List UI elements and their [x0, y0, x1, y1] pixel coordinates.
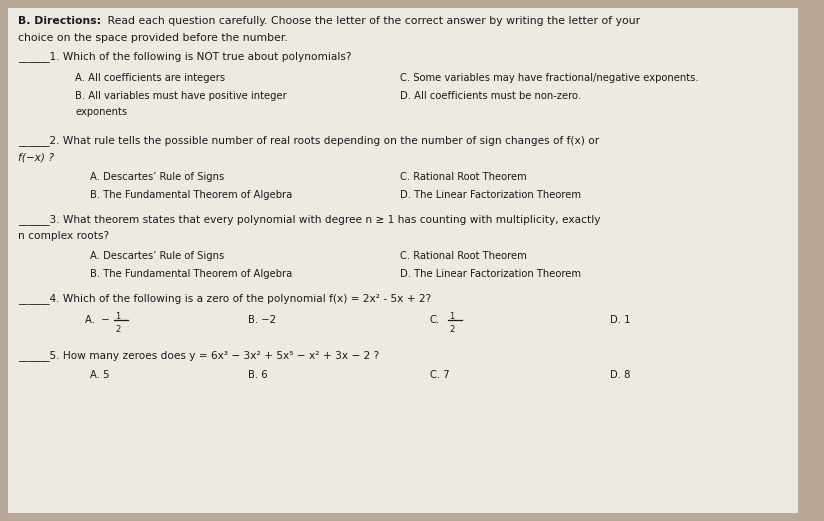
Text: A. 5: A. 5 [90, 370, 110, 380]
Text: B. The Fundamental Theorem of Algebra: B. The Fundamental Theorem of Algebra [90, 269, 293, 279]
FancyBboxPatch shape [8, 8, 798, 513]
Text: A. Descartes’ Rule of Signs: A. Descartes’ Rule of Signs [90, 251, 224, 261]
Text: A. All coefficients are integers: A. All coefficients are integers [75, 73, 225, 83]
Text: ______2. What rule tells the possible number of real roots depending on the numb: ______2. What rule tells the possible nu… [18, 135, 599, 146]
Text: 1: 1 [115, 312, 120, 321]
Text: f(−x) ?: f(−x) ? [18, 152, 54, 162]
Text: ______3. What theorem states that every polynomial with degree n ≥ 1 has countin: ______3. What theorem states that every … [18, 214, 601, 225]
Text: B. 6: B. 6 [248, 370, 268, 380]
Text: n complex roots?: n complex roots? [18, 231, 109, 241]
Text: A.  −: A. − [85, 315, 110, 325]
Text: D. All coefficients must be non-zero.: D. All coefficients must be non-zero. [400, 91, 581, 101]
Text: 2: 2 [115, 325, 120, 334]
Text: choice on the space provided before the number.: choice on the space provided before the … [18, 33, 288, 43]
Text: C.: C. [430, 315, 440, 325]
Text: A. Descartes’ Rule of Signs: A. Descartes’ Rule of Signs [90, 172, 224, 182]
Text: ______1. Which of the following is NOT true about polynomials?: ______1. Which of the following is NOT t… [18, 51, 352, 62]
Text: D. 8: D. 8 [610, 370, 630, 380]
Text: C. Rational Root Theorem: C. Rational Root Theorem [400, 172, 527, 182]
Text: C. Some variables may have fractional/negative exponents.: C. Some variables may have fractional/ne… [400, 73, 699, 83]
Text: B. All variables must have positive integer: B. All variables must have positive inte… [75, 91, 287, 101]
Text: ______4. Which of the following is a zero of the polynomial f(x) = 2x² - 5x + 2?: ______4. Which of the following is a zer… [18, 293, 431, 304]
Text: D. The Linear Factorization Theorem: D. The Linear Factorization Theorem [400, 190, 581, 200]
Text: B. Directions:: B. Directions: [18, 16, 101, 26]
Text: 1: 1 [449, 312, 454, 321]
Text: 2: 2 [449, 325, 454, 334]
Text: exponents: exponents [75, 107, 127, 117]
Text: C. 7: C. 7 [430, 370, 450, 380]
Text: B. −2: B. −2 [248, 315, 276, 325]
Text: ______5. How many zeroes does y = 6x³ − 3x² + 5x⁵ − x² + 3x − 2 ?: ______5. How many zeroes does y = 6x³ − … [18, 350, 379, 361]
Text: C. Rational Root Theorem: C. Rational Root Theorem [400, 251, 527, 261]
Text: D. 1: D. 1 [610, 315, 630, 325]
Text: B. The Fundamental Theorem of Algebra: B. The Fundamental Theorem of Algebra [90, 190, 293, 200]
Text: D. The Linear Factorization Theorem: D. The Linear Factorization Theorem [400, 269, 581, 279]
Text: Read each question carefully. Choose the letter of the correct answer by writing: Read each question carefully. Choose the… [104, 16, 640, 26]
